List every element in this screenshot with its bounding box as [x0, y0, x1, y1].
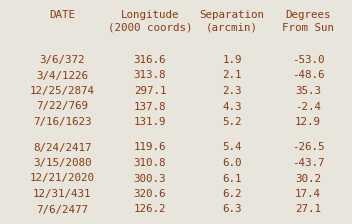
Text: Longitude: Longitude [121, 10, 179, 20]
Text: 17.4: 17.4 [295, 189, 321, 199]
Text: 8/24/2417: 8/24/2417 [33, 142, 91, 153]
Text: 310.8: 310.8 [134, 158, 166, 168]
Text: 4.3: 4.3 [222, 101, 242, 112]
Text: Degrees: Degrees [285, 10, 331, 20]
Text: 27.1: 27.1 [295, 205, 321, 215]
Text: 126.2: 126.2 [134, 205, 166, 215]
Text: 35.3: 35.3 [295, 86, 321, 96]
Text: 2.1: 2.1 [222, 71, 242, 80]
Text: DATE: DATE [49, 10, 75, 20]
Text: -43.7: -43.7 [292, 158, 324, 168]
Text: Separation: Separation [200, 10, 264, 20]
Text: 1.9: 1.9 [222, 55, 242, 65]
Text: 137.8: 137.8 [134, 101, 166, 112]
Text: 6.2: 6.2 [222, 189, 242, 199]
Text: 6.1: 6.1 [222, 174, 242, 183]
Text: 297.1: 297.1 [134, 86, 166, 96]
Text: 3/6/372: 3/6/372 [39, 55, 85, 65]
Text: 6.0: 6.0 [222, 158, 242, 168]
Text: 6.3: 6.3 [222, 205, 242, 215]
Text: 12/25/2874: 12/25/2874 [30, 86, 94, 96]
Text: (2000 coords): (2000 coords) [108, 23, 192, 33]
Text: 12.9: 12.9 [295, 117, 321, 127]
Text: 320.6: 320.6 [134, 189, 166, 199]
Text: -53.0: -53.0 [292, 55, 324, 65]
Text: 7/6/2477: 7/6/2477 [36, 205, 88, 215]
Text: 313.8: 313.8 [134, 71, 166, 80]
Text: 119.6: 119.6 [134, 142, 166, 153]
Text: (arcmin): (arcmin) [206, 23, 258, 33]
Text: 131.9: 131.9 [134, 117, 166, 127]
Text: 7/22/769: 7/22/769 [36, 101, 88, 112]
Text: 3/4/1226: 3/4/1226 [36, 71, 88, 80]
Text: 12/21/2020: 12/21/2020 [30, 174, 94, 183]
Text: 12/31/431: 12/31/431 [33, 189, 91, 199]
Text: 316.6: 316.6 [134, 55, 166, 65]
Text: 30.2: 30.2 [295, 174, 321, 183]
Text: 2.3: 2.3 [222, 86, 242, 96]
Text: -48.6: -48.6 [292, 71, 324, 80]
Text: 300.3: 300.3 [134, 174, 166, 183]
Text: 7/16/1623: 7/16/1623 [33, 117, 91, 127]
Text: 5.2: 5.2 [222, 117, 242, 127]
Text: 5.4: 5.4 [222, 142, 242, 153]
Text: From Sun: From Sun [282, 23, 334, 33]
Text: -2.4: -2.4 [295, 101, 321, 112]
Text: 3/15/2080: 3/15/2080 [33, 158, 91, 168]
Text: -26.5: -26.5 [292, 142, 324, 153]
